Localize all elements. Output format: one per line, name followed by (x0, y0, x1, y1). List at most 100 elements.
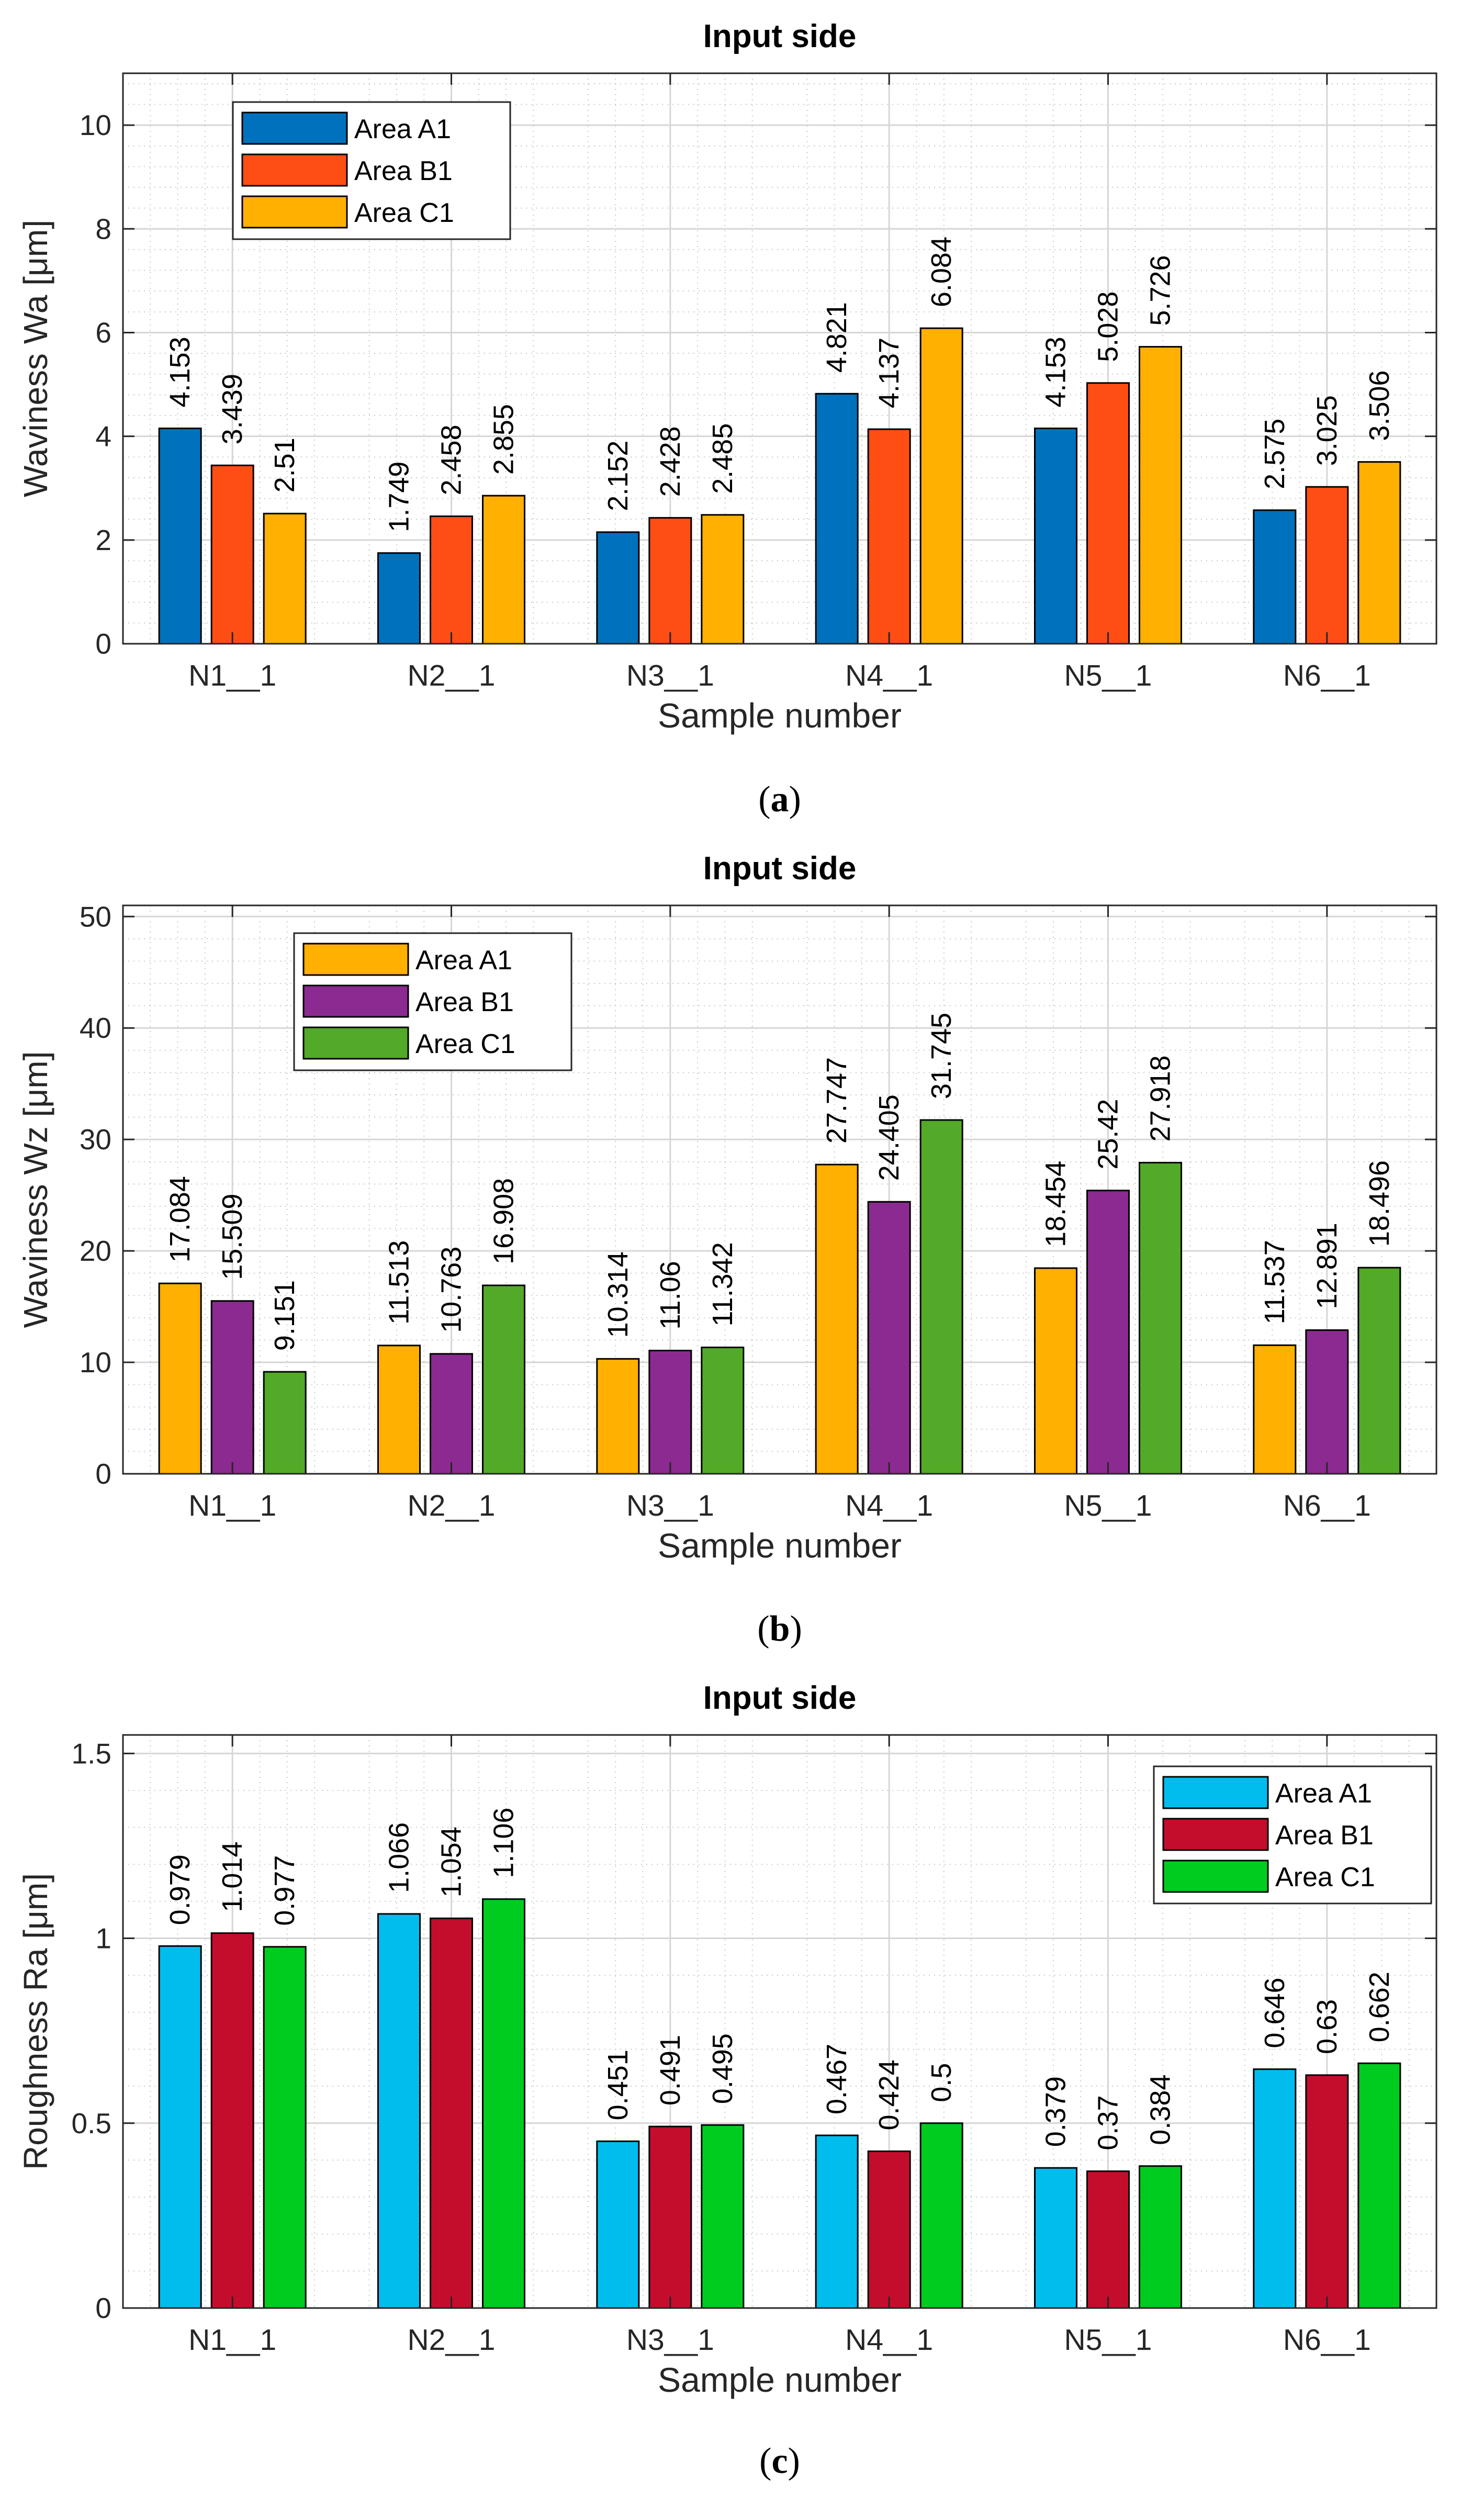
chart-panel-c: 0.979 1.066 0.451 0.467 0.379 0.646 1.014 1.054… (17, 1680, 1437, 2481)
bar[interactable] (596, 531, 640, 645)
x-tick-label: N4__1 (845, 659, 933, 692)
bar[interactable] (701, 514, 745, 645)
bar[interactable] (1253, 2068, 1297, 2309)
bar[interactable] (263, 1946, 307, 2309)
bar[interactable] (815, 393, 859, 645)
data-label: 17.084 (164, 1176, 196, 1262)
bar[interactable] (210, 1932, 254, 2309)
data-label: 15.509 (217, 1194, 248, 1280)
data-label: 4.137 (873, 338, 905, 408)
bar[interactable] (377, 552, 421, 645)
bar[interactable] (1034, 427, 1077, 645)
x-axis-ticks: N1__1 N2__1 N3__1 N4__1 N5__1 N6__1 (188, 73, 1371, 692)
series-area-b1: 15.509 10.763 11.06 24.405 25.42 12.891 (210, 1094, 1349, 1475)
x-tick-label: N5__1 (1064, 2323, 1152, 2357)
bar[interactable] (919, 1119, 963, 1475)
bar[interactable] (1305, 2074, 1349, 2309)
chart-title: Input side (703, 1680, 857, 1716)
legend-swatch (1162, 1818, 1269, 1851)
bar[interactable] (482, 495, 525, 645)
y-tick-label: 4 (95, 420, 111, 453)
bar[interactable] (1034, 2167, 1077, 2309)
data-label: 10.314 (602, 1251, 634, 1338)
bar[interactable] (430, 1353, 473, 1475)
data-label: 5.028 (1093, 292, 1124, 362)
data-label: 16.908 (488, 1178, 520, 1264)
data-label: 0.384 (1145, 2075, 1176, 2145)
bar[interactable] (1357, 2062, 1401, 2309)
bar[interactable] (1357, 461, 1401, 645)
bar[interactable] (1139, 346, 1182, 645)
caption-letter: c (771, 2441, 788, 2481)
bar[interactable] (1305, 1329, 1349, 1475)
bar[interactable] (648, 1349, 692, 1475)
bar[interactable] (158, 427, 202, 645)
legend-entry-label: Area B1 (1275, 1820, 1374, 1851)
data-label: 1.014 (217, 1842, 248, 1912)
data-label: 18.496 (1364, 1160, 1395, 1247)
bar[interactable] (430, 1917, 473, 2309)
bar[interactable] (596, 2140, 640, 2309)
bar[interactable] (1139, 2165, 1182, 2309)
bar[interactable] (815, 1163, 859, 1475)
bar[interactable] (701, 1346, 745, 1475)
x-tick-label: N5__1 (1064, 1489, 1152, 1522)
x-tick-label: N3__1 (626, 659, 714, 692)
bar[interactable] (482, 1898, 525, 2309)
bar[interactable] (919, 327, 963, 645)
bar[interactable] (210, 464, 254, 645)
bar[interactable] (263, 1371, 307, 1475)
data-label: 11.06 (655, 1261, 686, 1329)
bar[interactable] (1253, 1344, 1297, 1475)
series-area-a1: 17.084 11.513 10.314 27.747 18.454 11.537 (158, 1057, 1297, 1475)
bar[interactable] (867, 2150, 911, 2309)
y-tick-label: 2 (95, 524, 111, 556)
bar[interactable] (648, 517, 692, 645)
x-tick-label: N2__1 (408, 1489, 496, 1522)
bar[interactable] (1034, 1267, 1077, 1475)
bar[interactable] (815, 2134, 859, 2309)
series-area-c1: 9.151 16.908 11.342 31.745 27.918 18.496 (263, 1013, 1401, 1475)
bar[interactable] (596, 1358, 640, 1475)
bar[interactable] (1086, 382, 1130, 645)
data-label: 0.662 (1364, 1972, 1395, 2042)
bar[interactable] (263, 512, 307, 645)
bar[interactable] (867, 428, 911, 645)
data-label: 2.51 (269, 438, 300, 492)
bar[interactable] (1305, 486, 1349, 645)
bar[interactable] (210, 1300, 254, 1475)
bar[interactable] (701, 2124, 745, 2309)
bar[interactable] (919, 2122, 963, 2309)
data-label: 11.342 (707, 1242, 738, 1326)
y-tick-label: 6 (95, 316, 111, 349)
bar[interactable] (867, 1201, 911, 1475)
bar[interactable] (1357, 1267, 1401, 1475)
x-tick-label: N3__1 (626, 1489, 714, 1522)
x-axis-ticks: N1__1 N2__1 N3__1 N4__1 N5__1 N6__1 (188, 905, 1371, 1522)
bar[interactable] (430, 515, 473, 645)
legend: Area A1 Area B1 Area C1 (232, 101, 511, 240)
legend-entry-label: Area B1 (415, 987, 514, 1017)
bar[interactable] (1139, 1162, 1182, 1475)
bar[interactable] (1086, 1190, 1130, 1475)
axes-frame (122, 904, 1437, 1475)
x-tick-label: N3__1 (626, 2323, 714, 2357)
bar[interactable] (158, 1945, 202, 2309)
data-label: 0.451 (602, 2049, 634, 2120)
bar[interactable] (1253, 509, 1297, 645)
x-tick-label: N1__1 (188, 1489, 276, 1522)
data-label: 9.151 (269, 1280, 300, 1351)
bar[interactable] (648, 2125, 692, 2309)
bar[interactable] (377, 1345, 421, 1475)
bar[interactable] (482, 1284, 525, 1475)
y-tick-label: 20 (80, 1235, 111, 1267)
bar[interactable] (1086, 2170, 1130, 2309)
y-tick-label: 10 (80, 1346, 111, 1379)
legend-entry-label: Area C1 (354, 198, 454, 228)
bar[interactable] (158, 1282, 202, 1475)
y-tick-label: 0 (95, 1458, 111, 1490)
y-axis-ticks: 0 10 20 30 40 50 (80, 900, 1436, 1490)
bar[interactable] (377, 1913, 421, 2309)
